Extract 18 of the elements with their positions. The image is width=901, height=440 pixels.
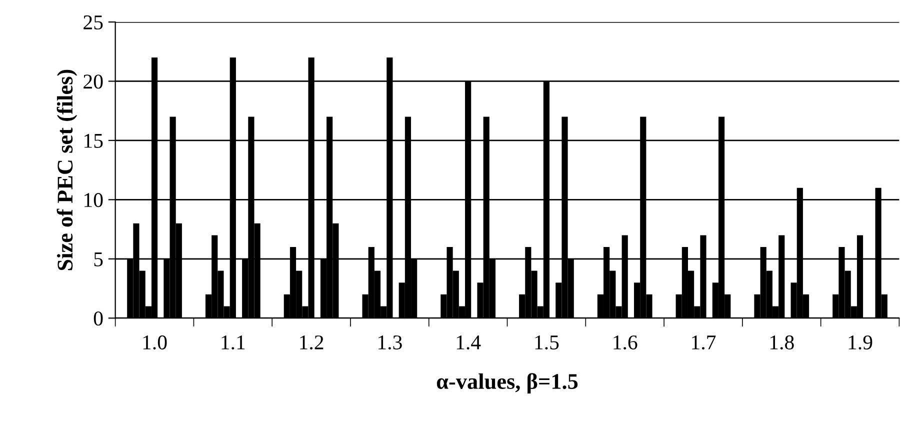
y-tick-label: 15 (84, 134, 103, 148)
y-tick-label: 10 (84, 193, 103, 208)
y-tick-label: 25 (84, 15, 103, 30)
x-tick-label: 1.0 (143, 335, 167, 350)
x-tick-label: 1.6 (614, 335, 638, 350)
x-tick-label: 1.1 (222, 335, 245, 350)
y-tick-label: 20 (84, 74, 103, 89)
x-tick-label: 1.5 (535, 335, 559, 350)
x-tick-label: 1.2 (300, 335, 324, 350)
y-axis-title: Size of PEC set (files) (56, 70, 78, 270)
x-tick-label: 1.4 (456, 335, 481, 350)
x-tick-label: 1.8 (770, 335, 794, 350)
x-tick-label: 1.7 (692, 335, 716, 350)
x-axis-title: α-values, β=1.5 (436, 373, 578, 394)
x-tick-label: 1.3 (378, 335, 402, 350)
y-tick-label: 0 (94, 311, 103, 326)
x-tick-label: 1.9 (848, 335, 872, 350)
y-tick-label: 5 (94, 252, 103, 266)
